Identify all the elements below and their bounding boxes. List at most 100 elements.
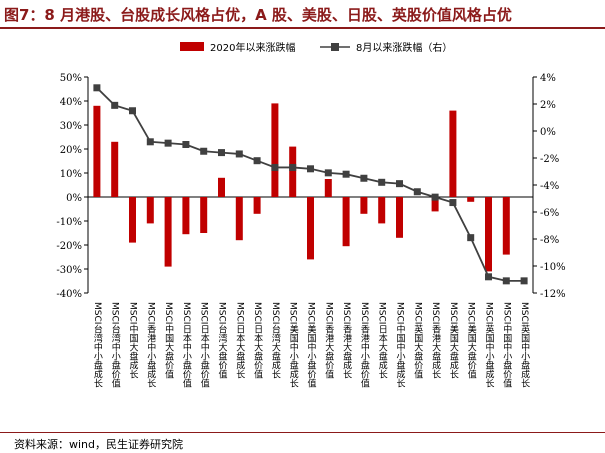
line-point: [218, 149, 225, 157]
bar: [378, 197, 386, 224]
category-label: MSCI香港大盘价值: [323, 302, 334, 378]
source-note: 资料来源：wind，民生证券研究院: [14, 438, 184, 451]
chart-title: 图7：8 月港股、台股成长风格占优，A 股、美股、日股、英股价值风格占优: [4, 6, 512, 24]
line-point: [146, 138, 154, 146]
category-label: MSCI英国中小盘成长: [519, 302, 530, 388]
left-tick-label: 0%: [66, 193, 82, 204]
bar: [289, 146, 297, 197]
bar: [396, 197, 403, 238]
category-label: MSCI日本大盘成长: [234, 302, 245, 379]
category-label: MSCI香港大盘成长: [341, 302, 352, 379]
line-point: [324, 169, 332, 177]
bar: [467, 197, 475, 202]
bar: [253, 197, 261, 214]
left-tick-label: 40%: [60, 97, 82, 108]
left-tick-label: 50%: [60, 73, 82, 84]
line-series: [93, 84, 528, 285]
line-point: [342, 170, 350, 178]
line-point: [449, 199, 457, 207]
right-tick-label: -4%: [540, 181, 559, 192]
line-point: [396, 180, 403, 188]
line-point: [93, 84, 101, 92]
left-tick-label: 10%: [60, 169, 82, 180]
bar: [485, 197, 492, 272]
left-tick-label: -40%: [56, 289, 82, 300]
legend-swatch-bar: [180, 42, 204, 51]
category-label: MSCI中国中小盘价值: [501, 302, 512, 387]
legend-label-line: 8月以来涨跌幅（右）: [356, 41, 452, 54]
legend: 2020年以来涨跌幅 8月以来涨跌幅（右）: [180, 41, 452, 54]
line-point: [271, 163, 279, 171]
category-label: MSCI台湾大盘成长: [270, 302, 281, 379]
category-label: MSCI日本中小盘价值: [199, 302, 210, 387]
line-point: [431, 193, 439, 201]
right-tick-label: -10%: [540, 262, 566, 273]
bar: [449, 110, 457, 197]
line-point: [360, 174, 368, 182]
right-tick-label: 4%: [540, 73, 556, 84]
bar-series: [93, 103, 510, 272]
right-tick-label: -6%: [540, 208, 559, 219]
right-tick-label: 2%: [540, 100, 556, 111]
line-point: [182, 141, 190, 148]
line-point: [289, 163, 297, 171]
combo-chart: 2020年以来涨跌幅 8月以来涨跌幅（右） -40% -30% -20% -10% 0% 1…: [56, 41, 565, 388]
bar: [271, 103, 279, 197]
category-label: MSCI香港中小盘成长: [145, 302, 156, 388]
bar: [431, 197, 439, 212]
source-divider: [0, 432, 605, 433]
line-point: [502, 277, 510, 285]
left-tick-label: 20%: [60, 145, 82, 156]
bar: [111, 141, 119, 197]
category-label: MSCI中国大盘成长: [128, 302, 139, 379]
bar: [93, 105, 101, 197]
line-point: [520, 277, 528, 285]
left-tick-label: -10%: [56, 217, 82, 228]
left-tick-label: -20%: [56, 241, 82, 252]
bar: [129, 197, 136, 243]
bar: [235, 197, 243, 241]
category-label: MSCI美国中小盘价值: [306, 302, 317, 387]
line-point: [164, 139, 172, 147]
category-label: MSCI美国大盘成长: [448, 302, 459, 379]
category-label: MSCI美国中小盘成长: [288, 302, 299, 388]
bar: [324, 179, 332, 197]
bar: [164, 197, 172, 267]
category-labels: MSCI台湾中小盘成长 MSCI台湾中小盘价值 MSCI中国大盘成长 MSCI香港中小…: [92, 302, 530, 388]
bar: [307, 197, 314, 260]
bar: [146, 197, 154, 224]
bar: [342, 197, 350, 247]
line-point: [200, 147, 208, 155]
category-label: MSCI日本中小盘价值: [181, 302, 192, 387]
bar: [200, 197, 208, 233]
line-point: [253, 157, 261, 165]
legend-label-bar: 2020年以来涨跌幅: [210, 41, 295, 54]
line-point: [413, 188, 421, 196]
category-label: MSCI日本大盘价值: [252, 302, 263, 378]
category-label: MSCI中国大盘价值: [163, 302, 174, 378]
line-point: [307, 165, 314, 173]
title-divider: [0, 27, 605, 29]
bar: [218, 177, 225, 197]
right-tick-label: 0%: [540, 127, 556, 138]
bar: [182, 197, 190, 235]
left-tick-label: -30%: [56, 265, 82, 276]
line-point: [467, 234, 475, 242]
category-label: MSCI英国中小盘成长: [484, 302, 495, 388]
line-point: [235, 150, 243, 158]
category-label: MSCI日本大盘成长: [377, 302, 388, 379]
category-label: MSCI台湾大盘价值: [217, 302, 228, 378]
axes: -40% -30% -20% -10% 0% 10% 20% 30% 40% 50% -12% -10…: [56, 73, 565, 300]
right-tick-label: -8%: [540, 235, 559, 246]
line-point: [129, 107, 136, 115]
bar: [502, 197, 510, 255]
line-point: [378, 178, 386, 186]
line-point: [111, 101, 119, 109]
right-tick-label: -2%: [540, 154, 559, 165]
category-label: MSCI台湾中小盘成长: [92, 302, 103, 388]
category-label: MSCI香港中小盘价值: [359, 302, 370, 387]
category-label: MSCI中国中小盘成长: [395, 302, 406, 388]
category-label: MSCI美国大盘价值: [466, 302, 477, 378]
line-point: [485, 273, 492, 281]
category-label: MSCI英国大盘价值: [412, 302, 423, 378]
